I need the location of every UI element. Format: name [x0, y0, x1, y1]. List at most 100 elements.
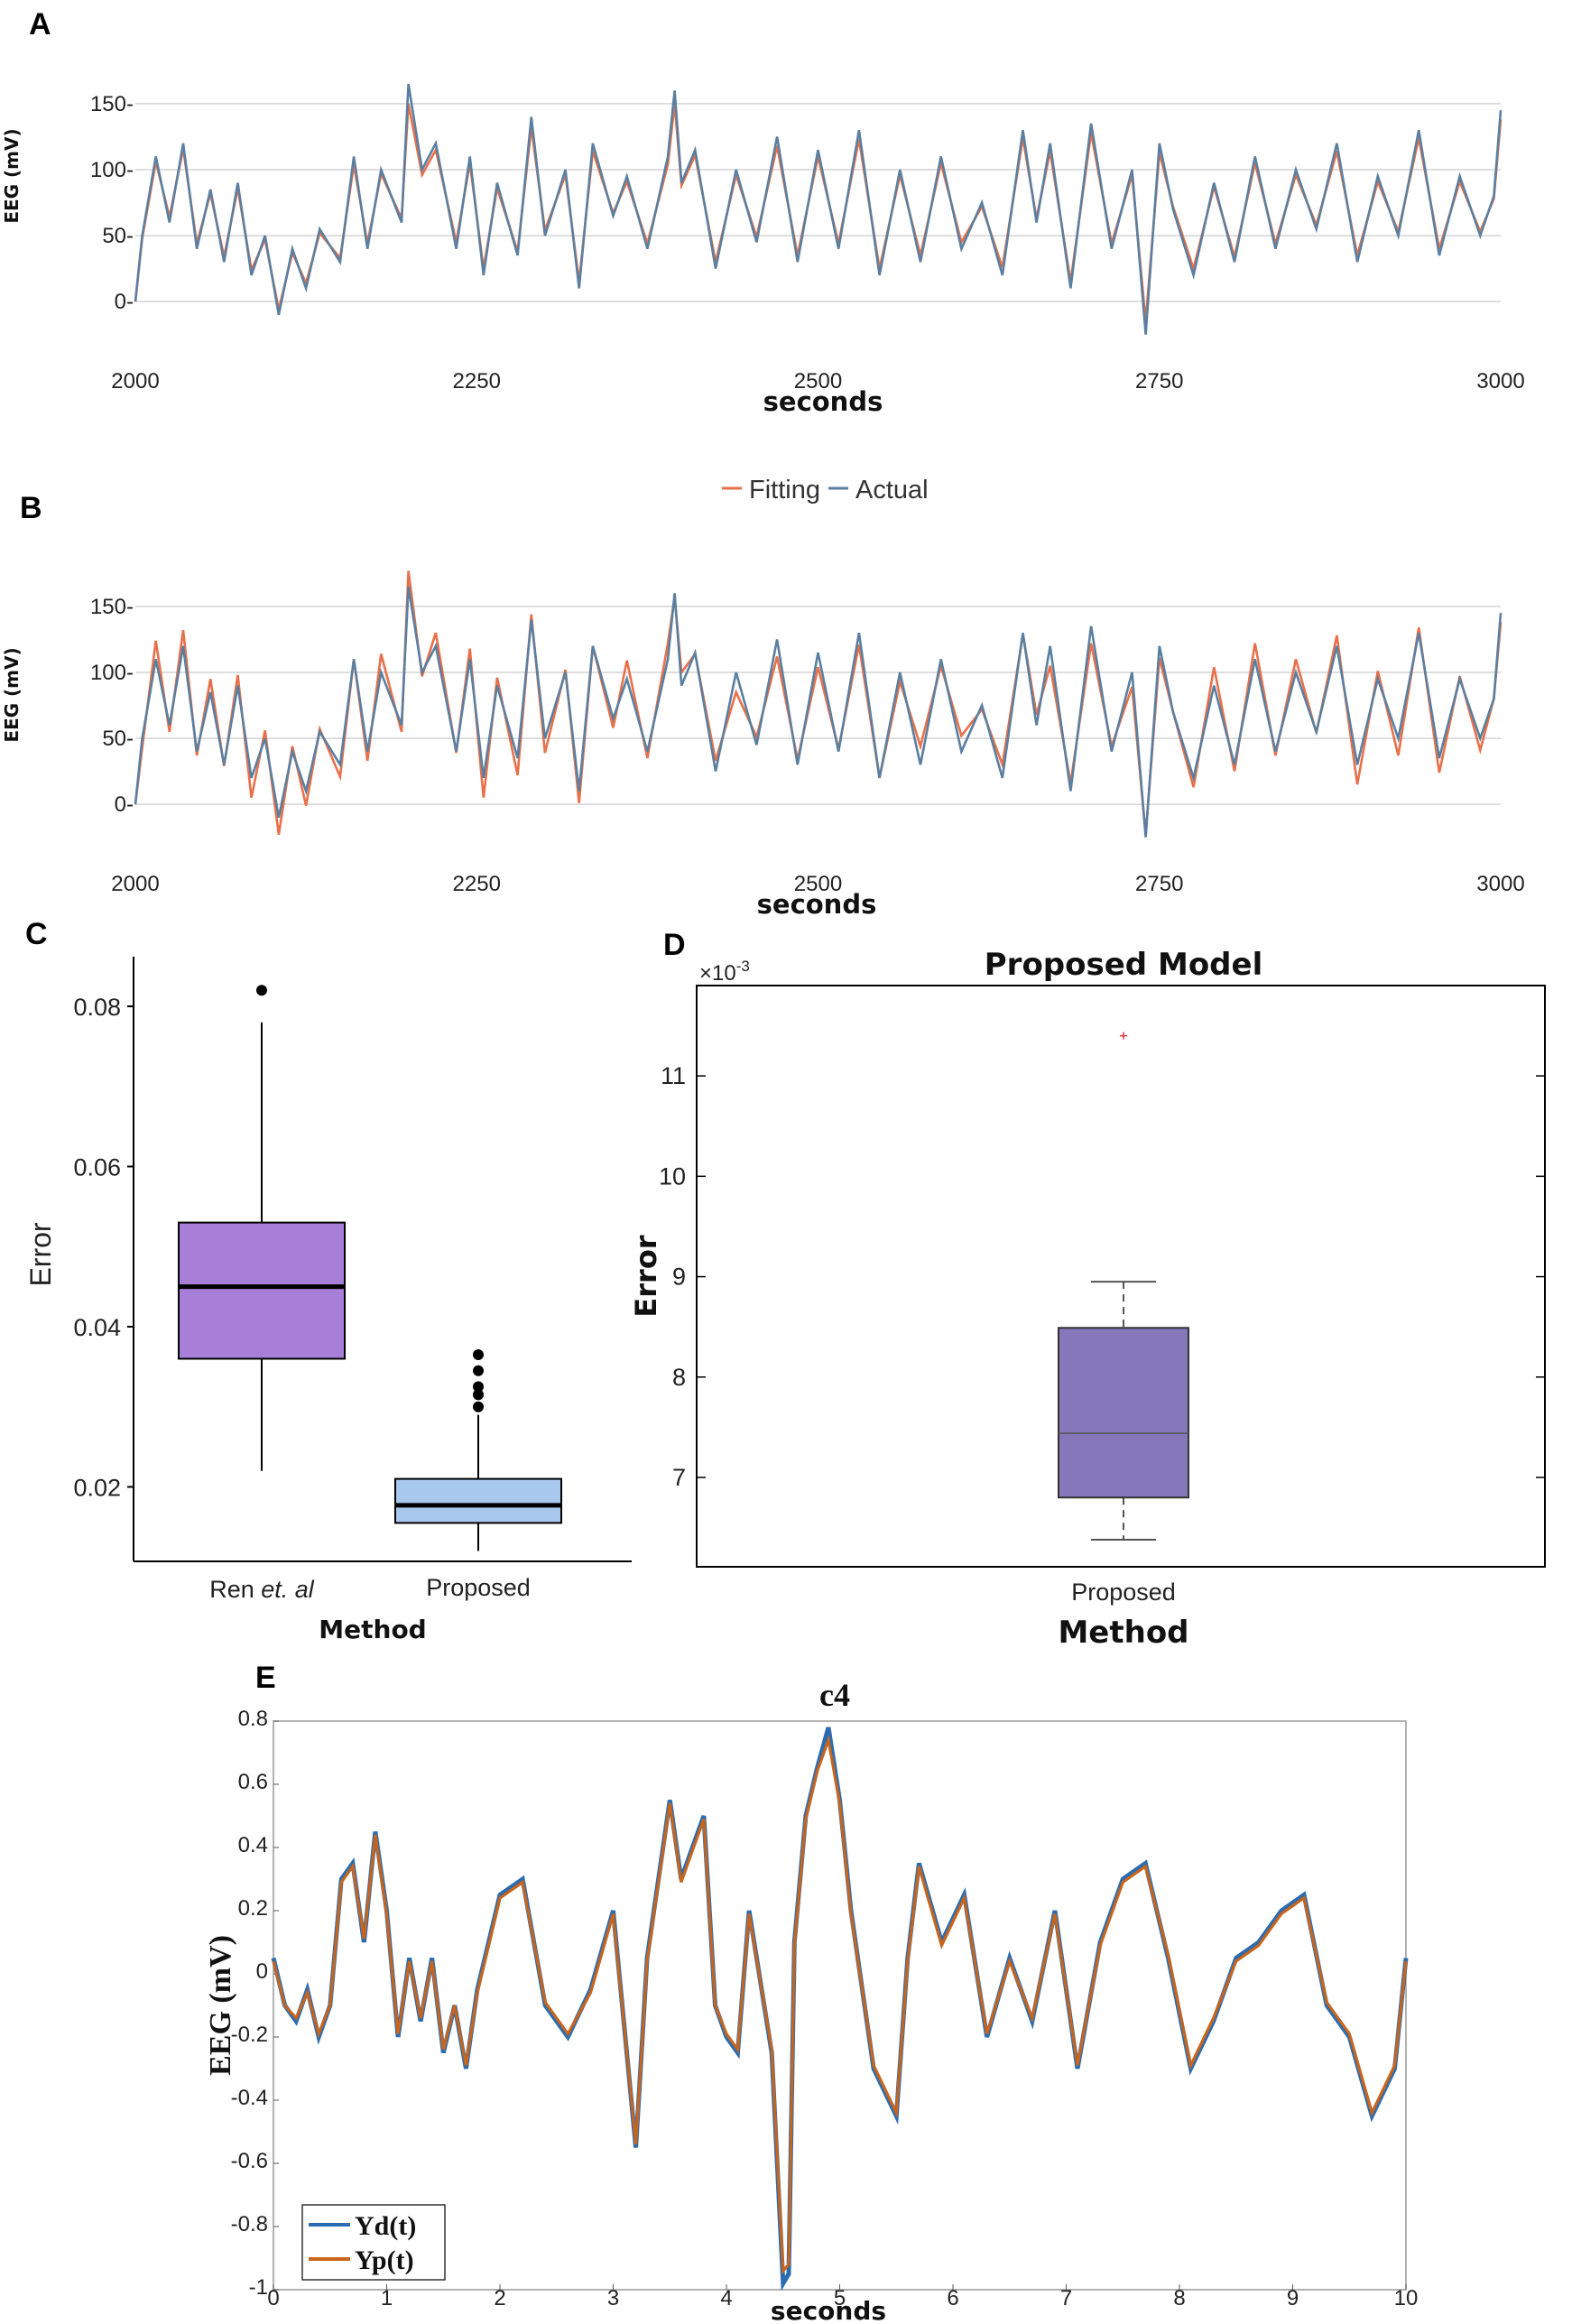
y-axis-label-e: EEG (mV) — [204, 1935, 237, 2076]
y-ticks-a: 0- 50- 100- 150- — [90, 92, 134, 314]
x-tick-label: 3000 — [1476, 369, 1524, 394]
chart-title-d: Proposed Model — [985, 947, 1262, 983]
legend-box-e — [301, 2204, 446, 2281]
legend-yd-label: Yd(t) — [355, 2211, 416, 2241]
legend-actual-label: Actual — [855, 476, 929, 505]
outlier-point — [473, 1365, 484, 1376]
outlier-point — [473, 1381, 484, 1393]
x-tick-label: 3 — [607, 2286, 619, 2310]
x-tick-label: 2250 — [453, 872, 501, 896]
legend-fitting-label: Fitting — [749, 476, 820, 505]
y-ticks-d: 7 8 9 10 11 — [659, 1062, 1545, 1491]
series-actual-b — [134, 586, 1503, 838]
y-tick-label: 100- — [90, 158, 134, 182]
series-fitting-a — [134, 103, 1503, 322]
x-tick-label: 10 — [1394, 2286, 1419, 2310]
boxes-d — [1058, 1032, 1189, 1541]
box — [178, 1221, 346, 1360]
x-tick-label: 7 — [1060, 2286, 1072, 2310]
x-tick-label: 2000 — [111, 369, 159, 394]
outlier-point — [256, 985, 267, 996]
outlier-point — [473, 1401, 484, 1412]
x-tick-label: 3000 — [1476, 872, 1524, 896]
y-tick-label: 9 — [672, 1264, 686, 1291]
y-tick-label: 50- — [102, 727, 134, 751]
x-tick-label: 5 — [834, 2286, 846, 2310]
x-tick-label: 2500 — [794, 369, 842, 394]
legend-ab: Fitting Actual — [722, 476, 929, 505]
legend-yp-label: Yp(t) — [355, 2245, 414, 2275]
y-tick-label: 8 — [672, 1364, 686, 1391]
y-axis-label-a: EEG (mV) — [1, 128, 23, 223]
y-tick-label: -0.8 — [231, 2212, 268, 2236]
y-tick-label: 0- — [115, 792, 134, 817]
x-tick-label: 1 — [381, 2286, 393, 2310]
y-tick-label: 10 — [659, 1162, 686, 1190]
x-axis-label-a: seconds — [763, 386, 883, 417]
panel-label-a: A — [29, 7, 51, 42]
panel-b: B 0- 50- 100- 150- 2000 2250 2500 2750 3000 EEG… — [1, 491, 1525, 920]
panel-c: C 0.02 0.04 0.06 0.08 Ren et. al Proposed M… — [24, 917, 632, 1644]
x-tick-label: 2500 — [794, 872, 842, 896]
y-tick-label: -0.6 — [231, 2149, 268, 2173]
panel-label-d: D — [663, 928, 686, 962]
y-tick-label: 0.02 — [73, 1474, 121, 1501]
x-axis-label-d: Method — [1058, 1615, 1188, 1651]
panel-label-c: C — [25, 917, 48, 951]
y-axis-label-b: EEG (mV) — [1, 647, 23, 742]
boxes-c — [178, 985, 562, 1551]
y-tick-label: 50- — [102, 224, 134, 248]
panel-label-b: B — [20, 491, 42, 525]
panel-label-e: E — [255, 1661, 276, 1695]
y-tick-label: 150- — [90, 595, 134, 619]
x-tick-label: 2250 — [453, 369, 501, 394]
y-tick-label: 0.4 — [238, 1833, 268, 1857]
x-tick-label: 0 — [267, 2286, 279, 2310]
panel-a: A 0- 50- 100- 150- 2000 2250 2500 2750 3000 EEG… — [1, 7, 1525, 417]
x-ticks-e: 0 1 2 3 4 5 6 7 8 9 10 — [267, 2284, 1418, 2310]
y-tick-label: 0- — [115, 290, 134, 314]
series-actual-a — [134, 83, 1503, 335]
y-tick-label: 0.06 — [73, 1154, 121, 1181]
x-axis-label-c: Method — [319, 1615, 426, 1644]
category-label-proposed-c: Proposed — [426, 1574, 531, 1601]
x-tick-label: 6 — [947, 2286, 958, 2310]
y-tick-label: 100- — [90, 661, 134, 685]
y-axis-label-c: Error — [24, 1222, 57, 1286]
y-tick-label: 11 — [661, 1062, 686, 1089]
y-tick-label: -0.4 — [231, 2086, 268, 2110]
x-tick-label: 2000 — [111, 872, 159, 896]
outlier-point — [473, 1389, 484, 1401]
y-tick-label: 0.8 — [238, 1707, 268, 1731]
series-yp-e — [272, 1734, 1408, 2274]
x-tick-label: 2 — [494, 2286, 505, 2310]
box — [1058, 1327, 1189, 1499]
outlier-point — [473, 1349, 484, 1361]
x-tick-label: 2750 — [1135, 872, 1183, 896]
y-axis-label-d: Error — [629, 1235, 663, 1317]
panel-e: E c4 -1 -0.8 -0.6 -0.4 -0.2 0 0.2 0.4 0.6 0.8 0 1 2… — [204, 1661, 1418, 2324]
y-tick-label: -0.2 — [231, 2023, 268, 2047]
y-ticks-b: 0- 50- 100- 150- — [90, 595, 134, 817]
exponent-label-d: ×10-3 — [699, 958, 750, 986]
chart-title-e: c4 — [819, 1677, 850, 1713]
box — [394, 1477, 562, 1524]
y-tick-label: 0.2 — [238, 1896, 268, 1921]
x-axis-label-e: seconds — [771, 2296, 886, 2324]
y-tick-label: 0 — [256, 1959, 268, 1984]
legend-e: Yd(t) Yp(t) — [301, 2204, 446, 2281]
x-axis-label-b: seconds — [757, 889, 877, 920]
x-tick-label: 4 — [720, 2286, 732, 2310]
x-tick-label: 9 — [1287, 2286, 1299, 2310]
grid-a — [135, 103, 1501, 302]
category-label-ren: Ren et. al — [209, 1576, 315, 1603]
x-ticks-a: 2000 2250 2500 2750 3000 — [111, 369, 1524, 394]
series-fitting-b — [134, 570, 1503, 835]
y-tick-label: 7 — [672, 1464, 686, 1491]
y-tick-label: 0.08 — [73, 994, 121, 1021]
y-tick-label: 0.04 — [73, 1314, 121, 1341]
category-label-proposed-d: Proposed — [1071, 1579, 1176, 1606]
x-ticks-b: 2000 2250 2500 2750 3000 — [111, 872, 1524, 896]
